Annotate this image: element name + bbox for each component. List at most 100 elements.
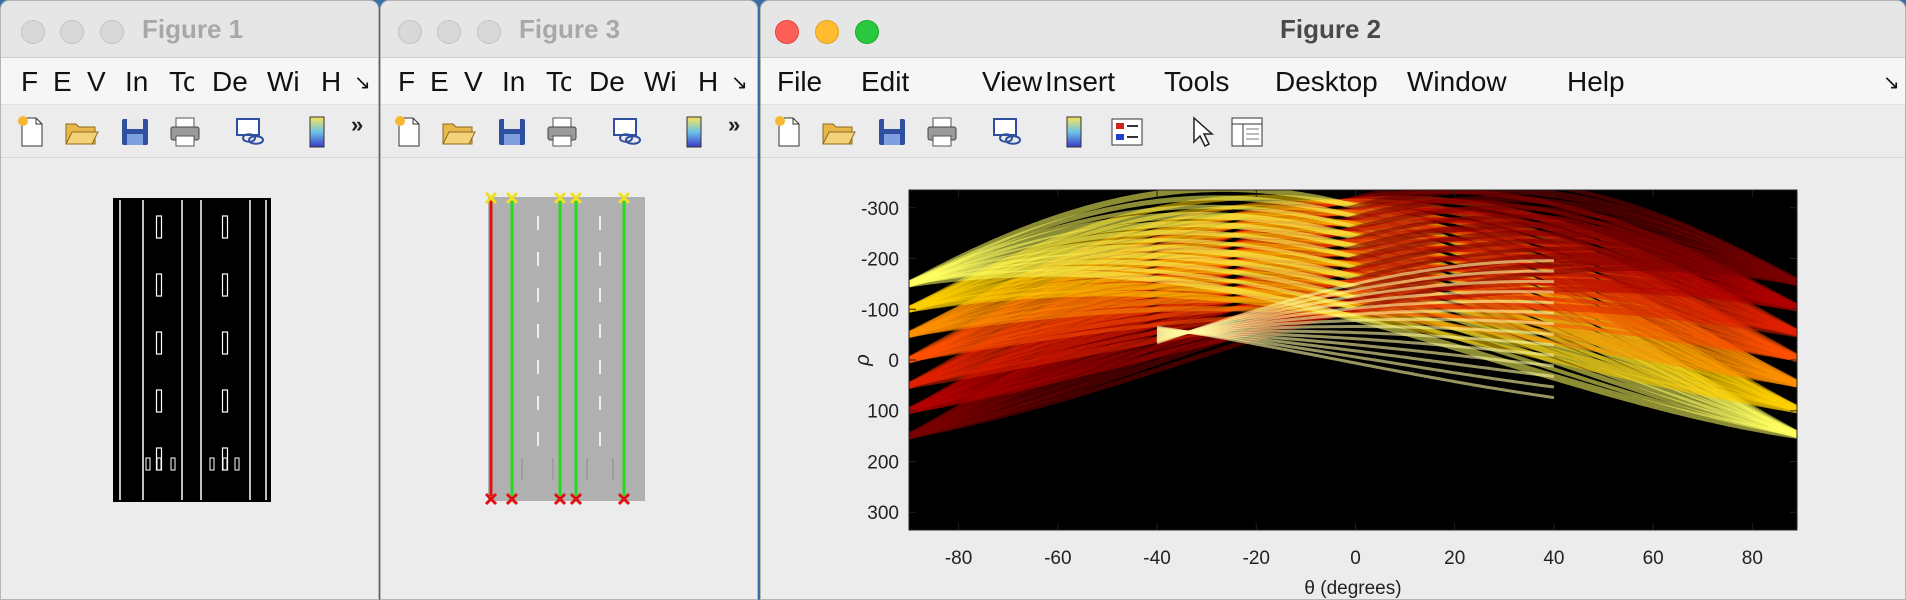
menu-edit[interactable]: E (430, 66, 449, 97)
menu-insert[interactable]: Insert (1045, 66, 1116, 97)
colorbar-icon[interactable] (1056, 114, 1092, 150)
x-axis-label: θ (degrees) (1304, 578, 1401, 599)
minimize-button[interactable] (60, 20, 84, 44)
menu-tools[interactable]: To (546, 66, 571, 97)
road-arrow-marking (145, 457, 151, 471)
menu-insert[interactable]: In (125, 66, 149, 97)
edit-plot-cursor-icon[interactable] (1184, 114, 1220, 150)
dashed-lane-segment (221, 215, 229, 239)
print-icon[interactable] (167, 114, 203, 150)
minimize-button[interactable] (437, 20, 461, 44)
title-bar: Figure 3 (381, 1, 757, 58)
zoom-button[interactable] (855, 20, 879, 44)
x-tick-label: 0 (1350, 548, 1361, 569)
window-title: Figure 1 (142, 14, 244, 44)
toolbar: » (1, 105, 378, 158)
detected-lanes-image (484, 191, 645, 506)
menu-window[interactable]: Wi (267, 66, 300, 97)
figure-canvas (1, 158, 378, 599)
lane-markings (119, 200, 267, 500)
menu-view[interactable]: V (87, 66, 106, 97)
property-inspector-icon[interactable] (1229, 114, 1265, 150)
print-icon[interactable] (924, 114, 960, 150)
y-tick-label: 300 (867, 503, 899, 524)
new-figure-icon[interactable] (771, 114, 807, 150)
zoom-button[interactable] (477, 20, 501, 44)
road-arrow-marking (234, 457, 240, 471)
zoom-button[interactable] (100, 20, 124, 44)
menu-tools[interactable]: To (169, 66, 194, 97)
line-start-marker (484, 191, 498, 205)
toolbar-overflow-icon[interactable]: » (351, 112, 364, 137)
save-icon[interactable] (117, 114, 153, 150)
minimize-button[interactable] (815, 20, 839, 44)
road-dashes (521, 216, 614, 480)
title-bar: Figure 2 (761, 1, 1905, 58)
hough-transform-plot: -80 -60 -40 -20 0 20 40 60 80 -300-200-100010020… (852, 189, 1798, 599)
menu-overflow-icon[interactable]: ↘ (1883, 72, 1900, 94)
road-arrow-marking (170, 457, 176, 471)
menu-bar: File Edit View Insert Tools Desktop Wind… (761, 58, 1905, 105)
toolbar: » (381, 105, 757, 158)
link-plot-icon[interactable] (233, 114, 269, 150)
lane-binary-image (113, 198, 271, 502)
new-figure-icon[interactable] (14, 114, 50, 150)
open-file-icon[interactable] (440, 114, 476, 150)
menu-desktop[interactable]: De (589, 66, 625, 97)
menu-edit[interactable]: E (53, 66, 72, 97)
colorbar-icon[interactable] (299, 114, 335, 150)
menu-window[interactable]: Window (1407, 66, 1507, 97)
x-tick-label: 60 (1643, 548, 1664, 569)
dashed-lane-segment (155, 273, 163, 297)
menu-edit[interactable]: Edit (861, 66, 910, 97)
y-tick-label: -100 (861, 300, 899, 321)
menu-overflow-icon[interactable]: ↘ (354, 72, 371, 94)
menu-file[interactable]: F (21, 66, 39, 97)
toolbar-overflow-icon[interactable]: » (728, 112, 741, 137)
line-end-marker (505, 492, 519, 506)
open-file-icon[interactable] (820, 114, 856, 150)
close-button[interactable] (21, 20, 45, 44)
road-arrow-marking (222, 457, 228, 471)
line-start-marker (569, 191, 583, 205)
line-end-marker (553, 492, 567, 506)
menu-view[interactable]: V (464, 66, 483, 97)
menu-tools[interactable]: Tools (1164, 66, 1230, 97)
close-button[interactable] (775, 20, 799, 44)
menu-bar: F E V In To De Wi H ↘ (381, 58, 757, 105)
save-icon[interactable] (874, 114, 910, 150)
new-figure-icon[interactable] (391, 114, 427, 150)
menu-view[interactable]: View (982, 66, 1043, 97)
legend-icon[interactable] (1109, 114, 1145, 150)
menu-desktop[interactable]: Desktop (1275, 66, 1378, 97)
x-tick-label: -60 (1044, 548, 1071, 569)
link-plot-icon[interactable] (610, 114, 646, 150)
x-tick-label: -20 (1243, 548, 1270, 569)
print-icon[interactable] (544, 114, 580, 150)
menu-help[interactable]: H (321, 66, 342, 97)
save-icon[interactable] (494, 114, 530, 150)
x-tick-label: 40 (1543, 548, 1564, 569)
menu-help[interactable]: Help (1567, 66, 1625, 97)
line-start-marker (617, 191, 631, 205)
menu-file[interactable]: File (777, 66, 823, 97)
figure-2-window: Figure 2 File Edit View Insert Tools Des… (760, 0, 1906, 600)
menu-overflow-icon[interactable]: ↘ (731, 72, 748, 94)
road-image (488, 197, 645, 501)
line-end-marker (617, 492, 631, 506)
menu-file[interactable]: F (398, 66, 416, 97)
x-tick-label: 20 (1444, 548, 1465, 569)
menu-desktop[interactable]: De (212, 66, 248, 97)
line-end-marker (484, 492, 498, 506)
colorbar-icon[interactable] (676, 114, 712, 150)
menu-window[interactable]: Wi (644, 66, 677, 97)
menu-insert[interactable]: In (502, 66, 526, 97)
y-tick-label: -300 (861, 199, 899, 220)
road-arrow-marking (209, 457, 215, 471)
line-start-marker (553, 191, 567, 205)
open-file-icon[interactable] (63, 114, 99, 150)
close-button[interactable] (398, 20, 422, 44)
menu-help[interactable]: H (698, 66, 719, 97)
link-plot-icon[interactable] (990, 114, 1026, 150)
menu-bar: F E V In To De Wi H ↘ (1, 58, 378, 105)
